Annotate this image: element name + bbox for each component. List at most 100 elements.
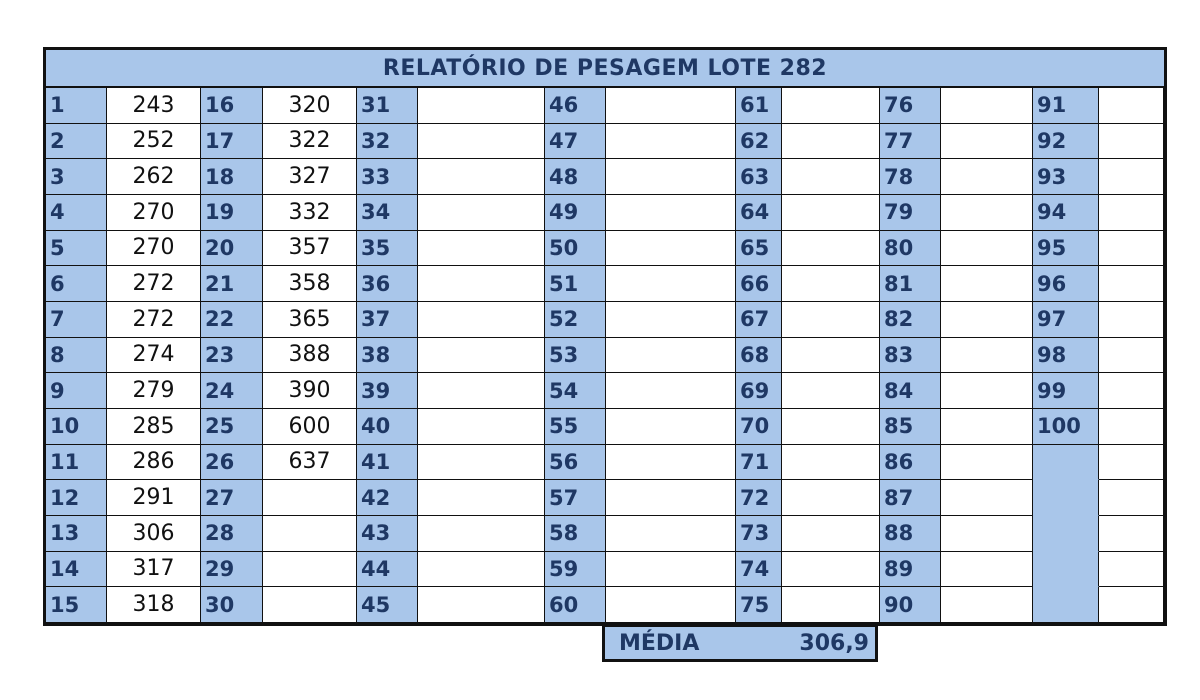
animal-number-cell: 51 — [545, 266, 606, 302]
animal-number-cell: 85 — [880, 409, 941, 445]
animal-number-cell: 99 — [1033, 373, 1099, 409]
report-title: RELATÓRIO DE PESAGEM LOTE 282 — [46, 50, 1164, 88]
animal-number-cell: 58 — [545, 516, 606, 552]
animal-number-cell: 93 — [1033, 159, 1099, 195]
weight-value-cell: 270 — [107, 195, 201, 231]
animal-number-cell: 95 — [1033, 230, 1099, 267]
weight-value-cell — [941, 88, 1033, 124]
weight-value-cell — [606, 444, 736, 481]
animal-number-cell: 36 — [357, 266, 418, 302]
animal-number-cell: 6 — [46, 266, 107, 302]
weight-value-cell — [606, 587, 736, 623]
weight-value-cell: 600 — [263, 409, 357, 445]
animal-number-cell — [1033, 480, 1099, 516]
weight-value-cell — [941, 266, 1033, 302]
weight-value-cell — [782, 444, 880, 481]
animal-number-cell: 79 — [880, 195, 941, 231]
animal-number-cell: 96 — [1033, 266, 1099, 302]
grid-column: 91 92 93 94 95 96 97 98 99 100 — [1033, 88, 1164, 623]
weight-value-cell — [418, 230, 545, 267]
weight-value-cell — [941, 159, 1033, 195]
weight-value-cell — [606, 159, 736, 195]
animal-number-cell: 55 — [545, 409, 606, 445]
animal-number-cell: 2 — [46, 123, 107, 160]
animal-number-cell: 90 — [880, 587, 941, 623]
animal-number-cell: 28 — [201, 516, 263, 552]
animal-number-cell: 81 — [880, 266, 941, 302]
grid-column: 31 32 33 34 35 36 37 38 39 40 41 42 43 44 45 — [357, 88, 545, 623]
animal-number-cell: 7 — [46, 302, 107, 338]
weight-value-cell — [606, 302, 736, 338]
weight-value-cell — [418, 302, 545, 338]
animal-number-cell: 63 — [736, 159, 782, 195]
weight-value-cell — [1099, 195, 1164, 231]
weight-value-cell: 317 — [107, 551, 201, 588]
weight-value-cell — [782, 159, 880, 195]
animal-number-cell: 42 — [357, 480, 418, 516]
weight-value-cell — [1099, 88, 1164, 124]
weight-value-cell — [418, 88, 545, 124]
weight-value-cell: 365 — [263, 302, 357, 338]
animal-number-cell: 78 — [880, 159, 941, 195]
weight-value-cell — [941, 587, 1033, 623]
weight-value-cell — [782, 230, 880, 267]
animal-number-cell: 87 — [880, 480, 941, 516]
animal-number-cell: 91 — [1033, 88, 1099, 124]
weight-value-cell — [1099, 409, 1164, 445]
weight-value-cell — [782, 266, 880, 302]
weight-value-cell — [782, 337, 880, 374]
weight-value-cell: 291 — [107, 480, 201, 516]
weight-value-cell — [1099, 444, 1164, 481]
weight-value-cell — [782, 373, 880, 409]
animal-number-cell: 71 — [736, 444, 782, 481]
weight-value-cell — [782, 516, 880, 552]
weight-value-cell — [606, 337, 736, 374]
animal-number-cell: 76 — [880, 88, 941, 124]
weight-value-cell — [782, 551, 880, 588]
animal-number-cell — [1033, 516, 1099, 552]
weight-value-cell — [1099, 516, 1164, 552]
animal-number-cell: 49 — [545, 195, 606, 231]
animal-number-cell: 4 — [46, 195, 107, 231]
animal-number-cell: 59 — [545, 551, 606, 588]
weight-value-cell — [418, 409, 545, 445]
animal-number-cell: 47 — [545, 123, 606, 160]
animal-number-cell: 1 — [46, 88, 107, 124]
weight-value-cell — [782, 123, 880, 160]
animal-number-cell: 24 — [201, 373, 263, 409]
animal-number-cell: 66 — [736, 266, 782, 302]
animal-number-cell: 70 — [736, 409, 782, 445]
weight-value-cell — [418, 480, 545, 516]
animal-number-cell: 22 — [201, 302, 263, 338]
animal-number-cell: 61 — [736, 88, 782, 124]
animal-number-cell: 98 — [1033, 337, 1099, 374]
animal-number-cell: 32 — [357, 123, 418, 160]
weight-value-cell — [606, 551, 736, 588]
animal-number-cell: 20 — [201, 230, 263, 267]
animal-number-cell: 100 — [1033, 409, 1099, 445]
weight-value-cell — [941, 230, 1033, 267]
animal-number-cell: 37 — [357, 302, 418, 338]
weight-value-cell — [941, 373, 1033, 409]
weights-grid: 1 243 2 252 3 262 4 270 5 270 6 272 7 272 8 274 9 279 10 28… — [46, 88, 1164, 623]
weight-value-cell — [606, 373, 736, 409]
weight-value-cell: 306 — [107, 516, 201, 552]
weight-value-cell — [418, 587, 545, 623]
animal-number-cell: 50 — [545, 230, 606, 267]
weight-value-cell — [1099, 123, 1164, 160]
weight-value-cell — [606, 409, 736, 445]
weight-value-cell — [606, 230, 736, 267]
animal-number-cell: 92 — [1033, 123, 1099, 160]
animal-number-cell: 31 — [357, 88, 418, 124]
animal-number-cell: 65 — [736, 230, 782, 267]
weight-value-cell — [263, 551, 357, 588]
average-value: 306,9 — [799, 630, 869, 656]
animal-number-cell: 64 — [736, 195, 782, 231]
average-label: MÉDIA — [619, 630, 700, 656]
animal-number-cell: 13 — [46, 516, 107, 552]
weight-value-cell: 322 — [263, 123, 357, 160]
animal-number-cell: 69 — [736, 373, 782, 409]
weight-value-cell: 252 — [107, 123, 201, 160]
animal-number-cell: 35 — [357, 230, 418, 267]
animal-number-cell: 18 — [201, 159, 263, 195]
